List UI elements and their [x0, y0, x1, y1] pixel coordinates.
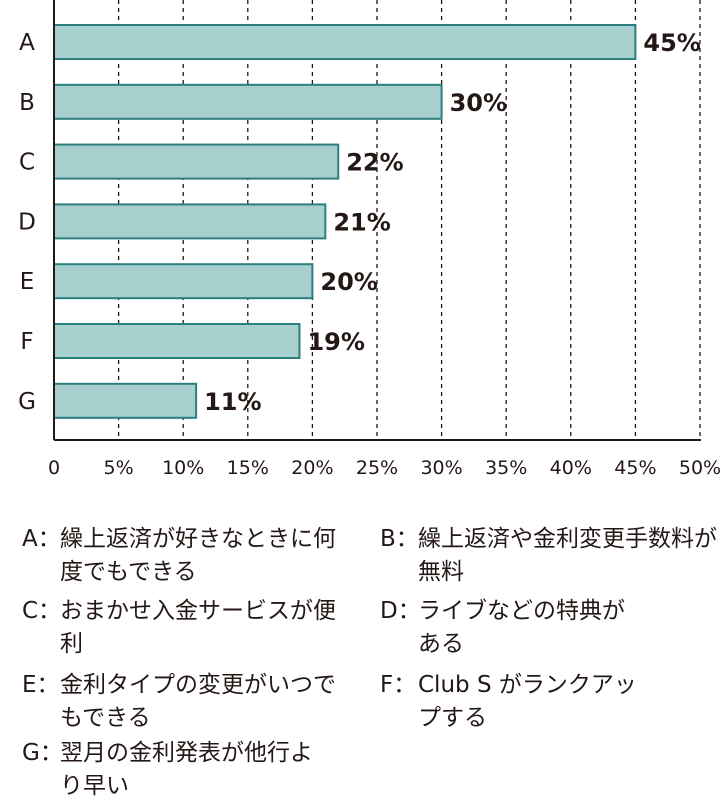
legend-key-f: F：	[380, 672, 417, 698]
x-tick-label: 15%	[227, 457, 269, 479]
legend-key-c: C：	[22, 598, 62, 624]
value-label: 11%	[204, 388, 261, 416]
legend-item-g: G： 翌月の金利発表が他行より早い	[22, 737, 322, 803]
bar-f	[53, 323, 301, 359]
labels: 0 5% 10% 15% 20% 25% 30% 35% 40% 45% 50% A 45% B 30% C 2…	[18, 29, 721, 479]
value-label: 21%	[333, 208, 390, 236]
bar-a	[53, 24, 637, 60]
legend-text-a: 繰上返済が好きなときに何度でもできる	[60, 526, 336, 585]
legend-item-e: E： 金利タイプの変更がいつでもできる	[22, 669, 342, 735]
category-label: B	[19, 90, 35, 116]
x-tick-label: 5%	[104, 457, 134, 479]
category-label: F	[20, 329, 33, 355]
category-label: C	[19, 150, 35, 176]
value-label: 22%	[346, 149, 403, 177]
legend-key-e: E：	[22, 672, 60, 698]
legend-item-b: B： 繰上返済や金利変更手数料が無料	[380, 523, 720, 589]
x-tick-label: 25%	[356, 457, 398, 479]
legend-item-d: D： ライブなどの特典がある	[380, 595, 630, 661]
x-tick-label: 35%	[485, 457, 527, 479]
x-tick-label: 45%	[614, 457, 656, 479]
bars	[53, 24, 637, 419]
legend-item-a: A： 繰上返済が好きなときに何度でもできる	[22, 523, 352, 589]
x-tick-label: 40%	[550, 457, 592, 479]
legend-text-d: ライブなどの特典がある	[418, 598, 625, 657]
category-label: E	[20, 269, 35, 295]
category-label: G	[18, 389, 36, 415]
x-tick-label: 0	[48, 457, 60, 479]
axes	[53, 0, 701, 441]
value-label: 45%	[643, 29, 700, 57]
bar-e	[53, 263, 314, 300]
bar-chart: 0 5% 10% 15% 20% 25% 30% 35% 40% 45% 50% A 45% B 30% C 2…	[18, 0, 721, 479]
legend-key-g: G：	[22, 740, 63, 766]
legend-text-b: 繰上返済や金利変更手数料が無料	[418, 526, 717, 585]
legend: A： 繰上返済が好きなときに何度でもできる B： 繰上返済や金利変更手数料が無料…	[0, 515, 728, 800]
value-label: 30%	[450, 89, 507, 117]
x-tick-label: 20%	[291, 457, 333, 479]
legend-text-c: おまかせ入金サービスが便利	[60, 598, 336, 657]
category-label: D	[18, 209, 36, 235]
legend-text-g: 翌月の金利発表が他行より早い	[60, 740, 313, 799]
bar-d	[53, 203, 327, 240]
bar-c	[53, 143, 340, 180]
value-label: 20%	[320, 268, 377, 296]
x-tick-label: 10%	[162, 457, 204, 479]
legend-key-b: B：	[380, 526, 419, 552]
legend-item-f: F： Club S がランクアップする	[380, 669, 650, 735]
bar-g	[53, 382, 198, 419]
legend-text-f: Club S がランクアップする	[418, 672, 637, 731]
legend-text-e: 金利タイプの変更がいつでもできる	[60, 672, 336, 731]
category-label: A	[19, 30, 35, 56]
x-tick-label: 50%	[679, 457, 721, 479]
gridlines	[117, 0, 701, 440]
legend-key-a: A：	[22, 526, 61, 552]
legend-key-d: D：	[380, 598, 421, 624]
bar-b	[53, 83, 443, 120]
legend-item-c: C： おまかせ入金サービスが便利	[22, 595, 352, 661]
value-label: 19%	[307, 328, 364, 356]
x-tick-label: 30%	[420, 457, 462, 479]
